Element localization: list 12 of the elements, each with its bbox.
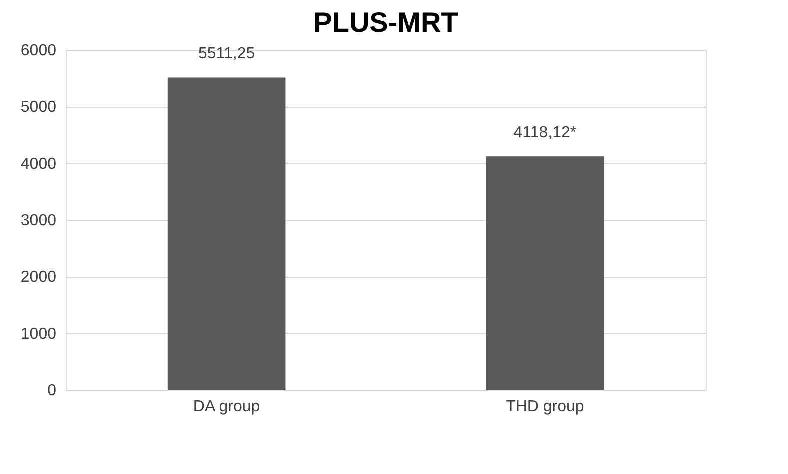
y-tick-label: 2000 <box>20 269 57 286</box>
y-tick-label: 0 <box>48 382 57 400</box>
y-tick-label: 3000 <box>20 212 57 230</box>
data-label: 5511,25 <box>198 46 256 63</box>
x-tick-label: THD group <box>506 398 584 416</box>
y-tick-label: 1000 <box>20 326 57 343</box>
x-tick-label: DA group <box>193 398 260 416</box>
y-tick-label: 6000 <box>20 42 57 60</box>
y-tick-label: 4000 <box>20 156 57 173</box>
data-label: 4118,12* <box>514 124 577 142</box>
y-tick-label: 5000 <box>20 99 57 116</box>
chart-title: PLUS-MRT <box>314 7 458 38</box>
